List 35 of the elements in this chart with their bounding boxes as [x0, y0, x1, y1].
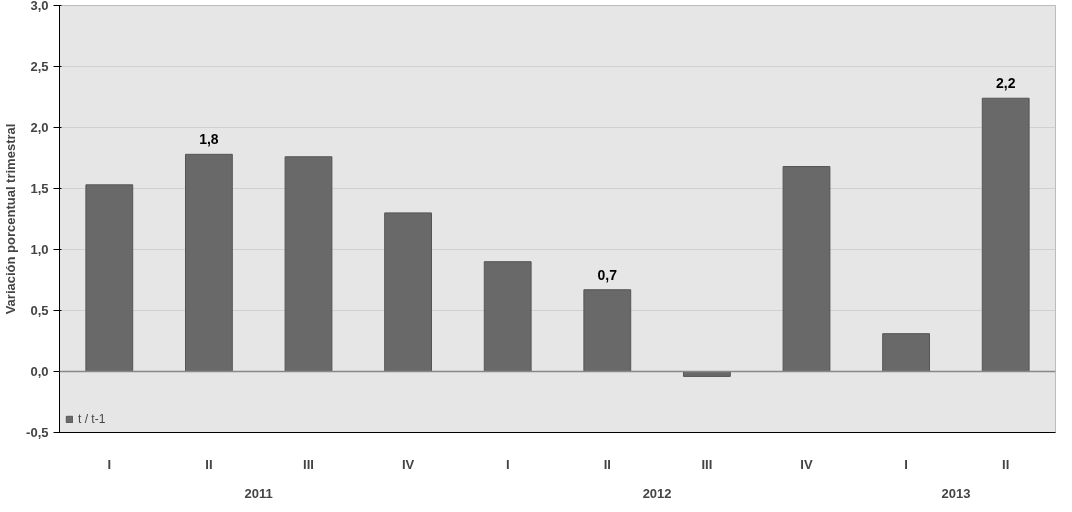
- x-tick-label: II: [603, 456, 611, 472]
- bar: [782, 166, 831, 372]
- x-tick-label: I: [107, 456, 112, 472]
- y-tick-label: 1,0: [30, 242, 49, 257]
- y-tick-label: 1,5: [30, 181, 49, 196]
- x-tick-label: III: [701, 456, 713, 472]
- x-tick-label: IV: [401, 456, 415, 472]
- bar: [483, 261, 532, 372]
- data-label: 0,7: [597, 266, 618, 283]
- x-tick-label: III: [303, 456, 314, 472]
- y-tick-label: 2,0: [30, 120, 49, 135]
- data-label: 2,2: [995, 75, 1016, 92]
- bar: [384, 212, 433, 372]
- y-axis-title: Variación porcentual trimestral: [3, 123, 19, 315]
- bar: [981, 97, 1030, 372]
- x-tick-label: IV: [800, 456, 813, 472]
- bar: [184, 153, 233, 372]
- x-tick-label: I: [904, 456, 908, 472]
- y-tick-label: -0,5: [26, 425, 49, 440]
- data-label: 1,8: [199, 131, 219, 148]
- x-tick-label: II: [205, 456, 213, 472]
- text: 2012: [642, 485, 672, 501]
- bar: [882, 333, 931, 372]
- y-tick-label: 2,5: [30, 59, 49, 74]
- text: 2013: [941, 485, 971, 501]
- bar: [85, 184, 134, 372]
- y-tick-label: 0,0: [30, 364, 49, 379]
- x-tick-label: II: [1002, 456, 1010, 472]
- bar: [284, 156, 333, 372]
- y-tick-label: 3,0: [30, 0, 49, 13]
- bar: [583, 289, 632, 372]
- legend-label: t / t-1: [78, 412, 106, 426]
- y-tick-label: 0,5: [30, 303, 49, 318]
- x-tick-label: I: [505, 456, 510, 472]
- text: 2011: [244, 485, 273, 501]
